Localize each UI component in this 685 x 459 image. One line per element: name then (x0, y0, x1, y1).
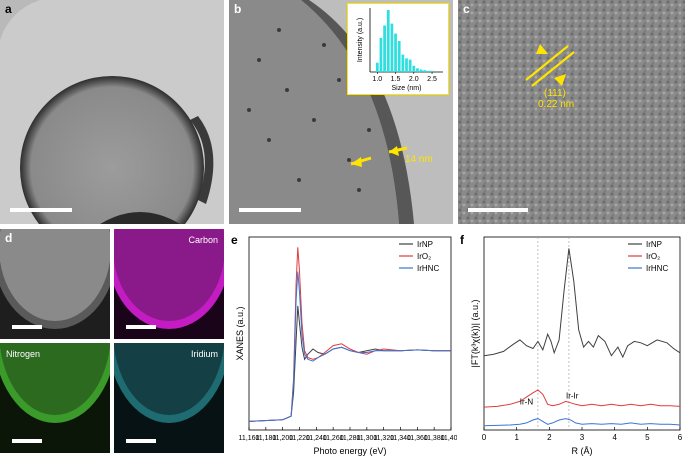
nanoparticle-dots (247, 28, 371, 192)
x-tick-label: 5 (645, 433, 650, 442)
histogram-bar (386, 10, 390, 72)
eds-map-nitrogen: Nitrogen (0, 343, 110, 453)
inset-histogram: 1.0 1.5 2.0 2.5 Size (nm) Intensity (a.u.) (347, 3, 449, 95)
particle-size-annotation: 14 nm (405, 154, 433, 165)
map-label-carbon: Carbon (188, 235, 218, 245)
lattice-line-1 (525, 45, 569, 81)
inset-y-axis-label: Intensity (a.u.) (357, 18, 364, 62)
histogram-bar (412, 65, 416, 72)
legend-label: IrO₂ (646, 252, 660, 261)
inset-x-tick-label: 2.0 (409, 76, 419, 83)
panel-f-exafs-chart: f 0 1 2 3 4 5 6 IrNP IrO₂ IrHNC R (Å) |FT(k³χ(k))| … (458, 229, 685, 459)
series-line-2 (483, 418, 681, 427)
x-tick-label: 11,280 (340, 435, 361, 442)
series-line-1 (483, 389, 681, 408)
tem-image-a (0, 0, 224, 224)
histogram-bar (394, 33, 397, 72)
x-tick-label: 2 (547, 433, 552, 442)
scale-bar-d4 (126, 439, 156, 443)
x-tick-label: 11,220 (289, 435, 310, 442)
panel-c-label: c (463, 2, 470, 16)
x-tick-label: 11,260 (323, 435, 344, 442)
panel-b-tem-image: b 14 nm 1.0 1.5 2.0 2.5 Size (nm) Intensity (… (229, 0, 453, 224)
legend-label: IrNP (646, 240, 662, 249)
map-label-nitrogen: Nitrogen (6, 349, 41, 359)
y-axis-label: XANES (a.u.) (235, 306, 245, 360)
series-line-0 (248, 305, 451, 422)
x-tick-label: 1 (514, 433, 519, 442)
ir-ir-annotation: Ir-Ir (566, 392, 579, 401)
scale-bar-a (10, 208, 72, 212)
hollow-sphere (20, 76, 204, 224)
exafs-chart: 0 1 2 3 4 5 6 IrNP IrO₂ IrHNC R (Å) |FT(k³χ(k))| (a… (470, 236, 683, 456)
eds-map-haadf: d (0, 229, 110, 339)
x-tick-label: 11,240 (306, 435, 327, 442)
lattice-line-2 (531, 51, 575, 87)
lattice-plane-label: (111) (544, 88, 566, 99)
histogram-bar (423, 70, 427, 72)
legend-label: IrO₂ (417, 252, 431, 261)
inset-x-tick-label: 1.5 (391, 76, 401, 83)
x-tick-label: 11,180 (255, 435, 276, 442)
histogram-bar (397, 41, 401, 72)
histogram-bar (405, 58, 408, 72)
panel-f-label: f (460, 233, 464, 247)
x-tick-label: 11,400 (441, 435, 457, 442)
legend-label: IrHNC (646, 264, 668, 273)
histogram-bar (408, 59, 412, 72)
x-tick-label: 11,380 (424, 435, 445, 442)
eds-map-iridium: Iridium (114, 343, 224, 453)
histogram-bar (383, 25, 386, 72)
inset-x-axis-label: Size (nm) (392, 85, 422, 92)
panel-a-label: a (5, 2, 12, 16)
histogram-bar (430, 70, 434, 72)
panel-e-label: e (231, 233, 238, 247)
x-axis-label: Photo energy (eV) (313, 446, 386, 456)
panel-d-eds-maps: d Carbon Nitrogen Iridium (0, 229, 224, 459)
inset-x-tick-label: 2.5 (427, 76, 437, 83)
histogram-bar (401, 54, 405, 72)
legend-label: IrNP (417, 240, 433, 249)
lattice-spacing-label: 0.22 nm (538, 99, 575, 110)
legend-label: IrHNC (417, 264, 439, 273)
histogram-bar (419, 69, 423, 72)
x-axis-label: R (Å) (572, 446, 593, 456)
x-tick-label: 11,340 (390, 435, 411, 442)
histogram-bar (427, 70, 430, 72)
histogram-bar (390, 23, 394, 72)
scale-bar-c (468, 208, 528, 212)
x-tick-label: 11,360 (407, 435, 428, 442)
histogram-bar (379, 37, 383, 72)
panel-b-label: b (234, 2, 242, 16)
x-tick-label: 11,320 (373, 435, 394, 442)
y-axis-label: |FT(k³χ(k))| (a.u.) (470, 300, 480, 368)
x-tick-label: 11,160 (239, 435, 260, 442)
x-tick-label: 11,300 (356, 435, 377, 442)
series-line-2 (248, 271, 451, 422)
x-tick-label: 11,200 (272, 435, 293, 442)
panel-d-label: d (5, 231, 13, 245)
scale-bar-d1 (12, 325, 42, 329)
x-tick-label: 0 (482, 433, 487, 442)
scale-bar-d2 (126, 325, 156, 329)
series-line-1 (248, 247, 451, 422)
map-label-iridium: Iridium (190, 349, 218, 359)
scale-bar-d3 (12, 439, 42, 443)
histogram-bar (416, 68, 419, 72)
panel-c-hrtem-image: c (111) 0.22 nm (458, 0, 685, 224)
inset-x-tick-label: 1.0 (372, 76, 382, 83)
eds-map-carbon: Carbon (114, 229, 224, 339)
x-tick-label: 6 (678, 433, 683, 442)
ir-n-annotation: Ir-N (520, 397, 534, 406)
series-line-0 (483, 248, 681, 359)
panel-e-xanes-chart: e 11,160 11,180 11,200 11,220 11,240 11,260 11… (229, 229, 457, 459)
x-tick-label: 3 (580, 433, 585, 442)
xanes-chart: 11,16011,18011,20011,22011,24011,26011,2… (235, 236, 457, 456)
panel-a-tem-image: a (0, 0, 224, 224)
histogram-bar (375, 62, 379, 72)
size-distribution-histogram: 1.0 1.5 2.0 2.5 Size (nm) Intensity (a.u.) (348, 4, 447, 93)
scale-bar-b (239, 208, 301, 212)
hrtem-image-c (458, 0, 685, 224)
x-tick-label: 4 (612, 433, 617, 442)
